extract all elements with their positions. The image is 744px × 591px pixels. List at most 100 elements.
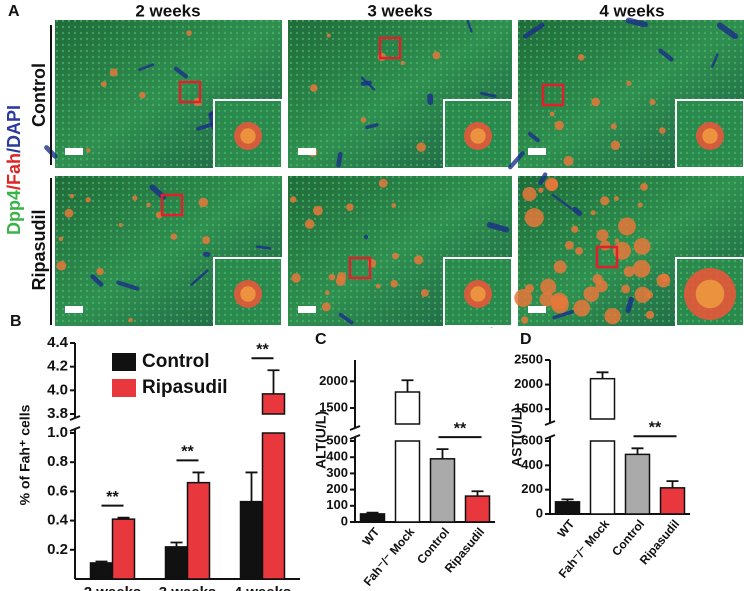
vessel [552, 310, 574, 320]
fah-cluster [378, 178, 388, 188]
error-bar [117, 516, 130, 520]
roi-box [160, 193, 184, 217]
fah-cluster [85, 197, 91, 203]
row-label: Ripasudil [29, 209, 49, 290]
error-bar [95, 560, 108, 563]
fah-cluster [591, 97, 600, 107]
bar [186, 481, 211, 580]
vessel [116, 280, 140, 291]
legend-label: Control [142, 351, 210, 372]
y-tick-label: 0.8 [47, 453, 68, 470]
fah-cluster [304, 219, 315, 229]
roi-box [595, 245, 619, 269]
axis-break [69, 426, 81, 432]
fah-cluster [346, 203, 354, 212]
panel-label: B [10, 313, 22, 330]
row-label: Control [29, 63, 49, 127]
bar [394, 440, 421, 523]
vessel [486, 222, 510, 233]
bar [589, 377, 616, 420]
fah-cluster [600, 240, 611, 251]
stain-part: /DAPI [4, 105, 24, 153]
y-tick-label: 0.4 [47, 512, 69, 529]
inset-cluster [695, 279, 725, 309]
y-tick-label: 400 [521, 457, 543, 472]
fah-cluster [321, 302, 331, 312]
fah-cluster [69, 193, 75, 199]
vessel [255, 245, 272, 250]
fah-cluster [618, 217, 636, 236]
y-tick-label: 1500 [319, 399, 348, 414]
bar [624, 453, 651, 515]
fah-cluster [360, 117, 367, 123]
stain-part: Dpp4 [4, 190, 24, 235]
vessel [173, 66, 189, 79]
error-bar [561, 498, 574, 502]
error-bar [245, 471, 258, 502]
vessel [508, 151, 525, 170]
y-tick-label: 0 [536, 505, 543, 520]
fah-cluster [202, 236, 211, 245]
bar [429, 458, 456, 523]
scale-bar [65, 148, 83, 155]
bar [554, 501, 581, 515]
scale-bar [298, 148, 316, 155]
inset-cluster [240, 128, 256, 144]
vessel [138, 63, 155, 71]
fah-cluster [514, 289, 533, 307]
fah-cluster [614, 238, 620, 244]
significance-label: ** [649, 420, 662, 437]
bar [359, 513, 386, 523]
vessel [625, 17, 648, 28]
vessel [523, 22, 545, 39]
fah-cluster [649, 99, 656, 106]
y-tick-label: 400 [326, 449, 348, 464]
x-tick-label: 2 weeks [84, 584, 142, 591]
fah-cluster [96, 267, 104, 276]
error-bar [666, 480, 679, 488]
bar [394, 391, 421, 425]
scale-bar [528, 306, 546, 313]
scale-bar [298, 306, 316, 313]
vessel [625, 296, 634, 314]
significance-label: ** [256, 341, 269, 358]
y-tick-label: 4.2 [47, 358, 68, 375]
fah-cluster [623, 266, 635, 277]
axis-break [544, 434, 556, 440]
error-bar [192, 471, 205, 483]
fah-cluster [554, 120, 564, 131]
vessel [466, 19, 473, 33]
bar [261, 432, 286, 580]
fah-cluster [575, 246, 583, 255]
fah-cluster [632, 259, 651, 278]
vessel [538, 172, 548, 185]
y-tick-label: 3.8 [47, 405, 68, 422]
error-bar [471, 490, 484, 497]
y-tick-label: 600 [521, 432, 543, 447]
fah-cluster [563, 156, 574, 166]
fah-cluster [109, 68, 118, 77]
y-tick-label: 4.0 [47, 381, 68, 398]
fah-cluster [198, 197, 209, 208]
y-axis-label: ALT(U/L) [313, 411, 329, 469]
y-tick-label: 1.0 [47, 424, 68, 441]
y-tick-label: 300 [326, 465, 348, 480]
y-tick-label: 2000 [319, 373, 348, 388]
fah-cluster [521, 316, 529, 324]
bar [111, 518, 136, 580]
column-title: 2 weeks [135, 1, 200, 20]
vessel [711, 53, 719, 68]
vessel [365, 123, 379, 130]
y-tick-label: 0.2 [47, 541, 68, 558]
inset-cluster [470, 128, 486, 144]
fah-cluster [604, 307, 621, 325]
fah-cluster [313, 205, 323, 216]
error-bar [436, 448, 449, 459]
fah-cluster [600, 196, 610, 206]
vessel [551, 193, 572, 210]
fah-cluster [551, 295, 569, 314]
vessel [480, 91, 497, 98]
fah-cluster [565, 240, 574, 250]
fah-cluster [118, 223, 123, 228]
